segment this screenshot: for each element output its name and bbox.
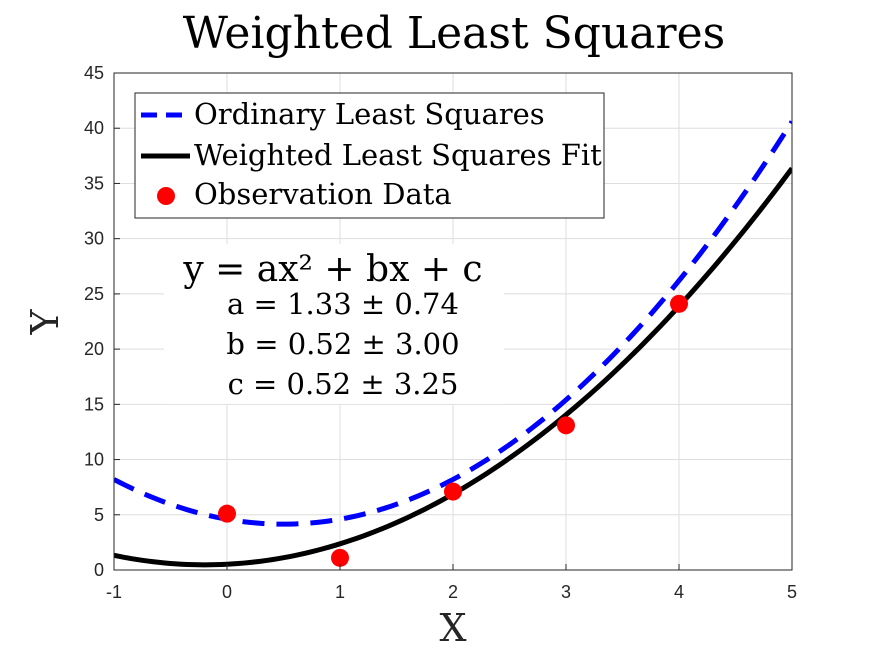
y-tick-label: 40 — [84, 118, 104, 138]
x-tick-label: -1 — [106, 582, 122, 602]
equation-text: y = ax² + bx + c — [182, 249, 482, 290]
fit-annotation: y = ax² + bx + c a = 1.33 ± 0.74 b = 0.5… — [164, 244, 504, 404]
observation-point — [557, 416, 575, 435]
y-tick-label: 20 — [84, 339, 104, 359]
observation-point — [444, 482, 462, 501]
y-axis-label: Y — [23, 309, 67, 336]
legend-box — [134, 92, 605, 219]
legend-label-observations: Observation Data — [194, 177, 452, 211]
y-tick-label: 25 — [84, 284, 104, 304]
observation-point — [670, 294, 688, 313]
x-tick-label: 0 — [222, 582, 232, 602]
chart-title: Weighted Least Squares — [183, 8, 725, 59]
coefficient-c: c = 0.52 ± 3.25 — [228, 367, 459, 401]
y-tick-label: 30 — [84, 229, 104, 249]
observation-points — [218, 294, 688, 567]
x-tick-label: 2 — [448, 582, 458, 602]
annotation-background — [164, 244, 504, 404]
x-tick-label: 3 — [561, 582, 571, 602]
y-tick-label: 35 — [84, 173, 104, 193]
x-tick-label: 1 — [335, 582, 345, 602]
coefficient-a: a = 1.33 ± 0.74 — [227, 287, 459, 321]
y-tick-label: 15 — [84, 394, 104, 414]
observation-point — [218, 504, 236, 523]
y-tick-label: 5 — [94, 505, 104, 525]
legend: Ordinary Least Squares Weighted Least Sq… — [134, 92, 605, 219]
legend-swatch-observations — [157, 187, 175, 205]
observation-point — [331, 548, 349, 567]
x-tick-label: 5 — [787, 582, 797, 602]
x-axis-label: X — [439, 606, 466, 650]
y-tick-label: 10 — [84, 450, 104, 470]
y-tick-label: 45 — [84, 63, 104, 83]
legend-label-ols: Ordinary Least Squares — [194, 97, 545, 131]
coefficient-b: b = 0.52 ± 3.00 — [226, 327, 459, 361]
legend-label-wls: Weighted Least Squares Fit — [194, 138, 602, 172]
y-tick-label: 0 — [94, 560, 104, 580]
x-tick-label: 4 — [674, 582, 684, 602]
